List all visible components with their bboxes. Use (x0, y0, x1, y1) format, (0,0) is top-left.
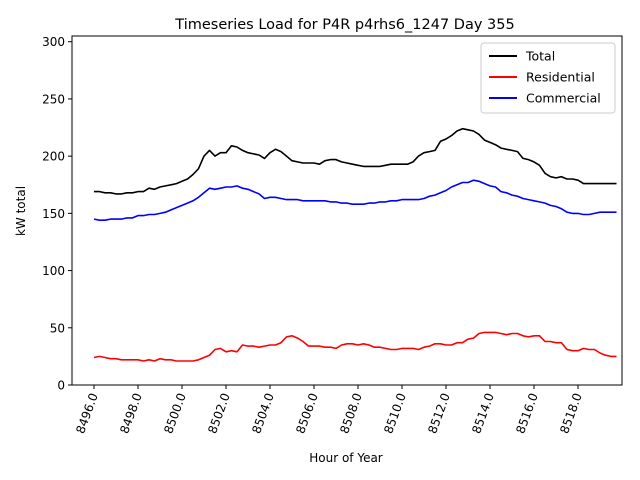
plot-lines (93, 127, 617, 362)
y-tick-label: 150 (42, 207, 65, 221)
legend-label-total: Total (525, 49, 555, 64)
y-tick-label: 100 (42, 264, 65, 278)
y-axis-label: kW total (14, 186, 28, 236)
legend-label-commercial: Commercial (526, 91, 601, 106)
legend-box (480, 42, 616, 114)
y-tick-label: 0 (57, 379, 65, 393)
y-ticks: 0 50 100 150 200 250 300 (42, 35, 72, 393)
chart-title: Timeseries Load for P4R p4rhs6_1247 Day … (174, 17, 514, 33)
y-tick-label: 200 (42, 150, 65, 164)
legend: Total Residential Commercial (480, 42, 616, 114)
y-tick-label: 300 (42, 35, 65, 49)
y-tick-label: 50 (50, 321, 65, 335)
legend-label-residential: Residential (526, 70, 595, 85)
x-axis-label: Hour of Year (309, 451, 383, 465)
series-line-residential (93, 331, 617, 362)
y-tick-label: 250 (42, 92, 65, 106)
series-line-commercial (93, 179, 617, 221)
series-line-total (94, 127, 617, 195)
plot-frame (71, 35, 623, 386)
